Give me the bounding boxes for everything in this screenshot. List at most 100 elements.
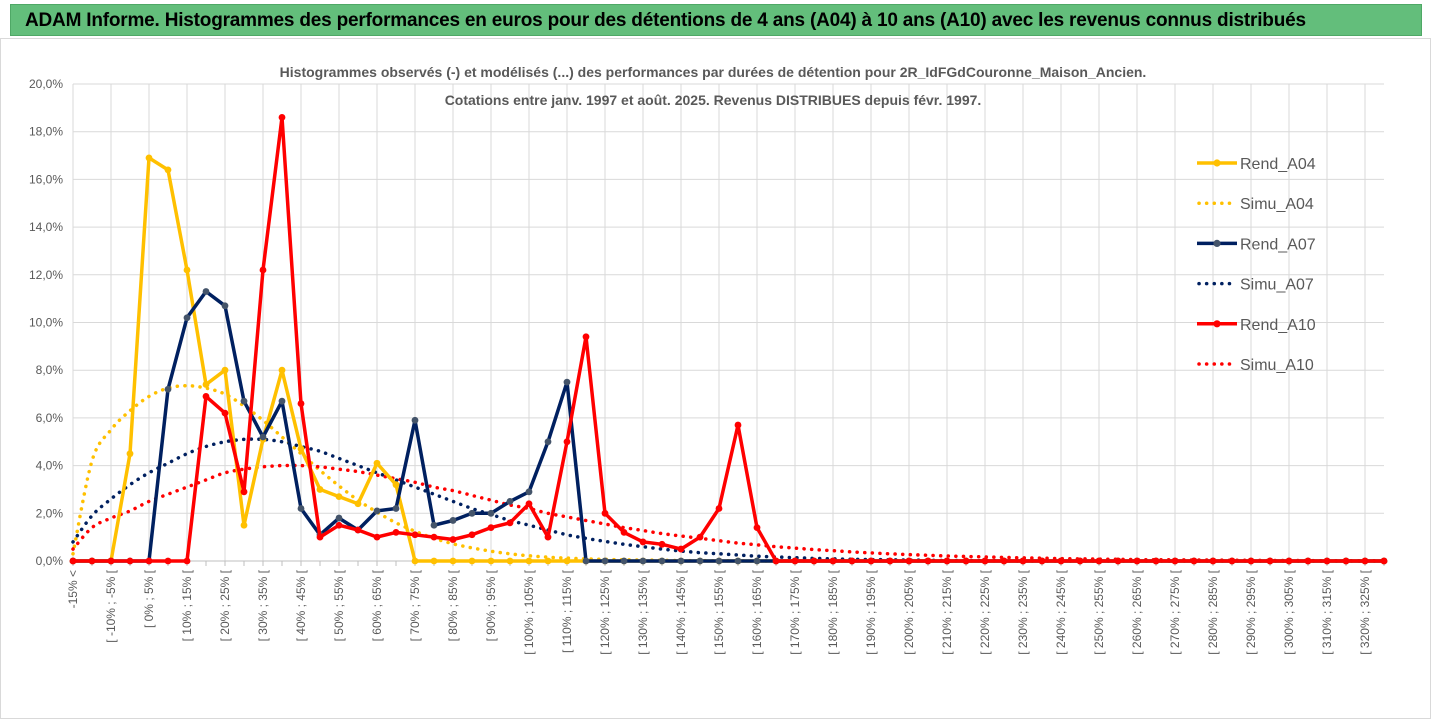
data-point-rend-a10 bbox=[278, 113, 286, 121]
data-point-rend-a10 bbox=[981, 557, 989, 565]
data-point-rend-a07 bbox=[202, 288, 210, 295]
x-tick-label: [ 10% ; 15% [ bbox=[180, 569, 194, 641]
data-point-rend-a10 bbox=[240, 488, 248, 496]
gridlines bbox=[72, 83, 1384, 562]
data-point-rend-a04 bbox=[449, 557, 457, 565]
data-point-rend-a10 bbox=[829, 557, 837, 565]
data-point-rend-a07 bbox=[430, 521, 438, 529]
x-tick-label: [ 220% ; 225% [ bbox=[978, 569, 992, 654]
data-point-rend-a10 bbox=[658, 540, 666, 548]
data-point-rend-a10 bbox=[639, 538, 647, 546]
data-point-rend-a10 bbox=[88, 557, 96, 565]
legend-label-rend-a07: Rend_A07 bbox=[1240, 236, 1316, 253]
data-point-rend-a04 bbox=[335, 493, 343, 501]
data-point-rend-a04 bbox=[411, 557, 419, 565]
legend-marker-rend-a04 bbox=[1213, 159, 1221, 167]
y-tick-label: 4,0% bbox=[36, 459, 64, 473]
x-tick-label: [ 150% ; 155% [ bbox=[712, 569, 726, 654]
data-point-rend-a07 bbox=[449, 517, 457, 524]
y-tick-label: 12,0% bbox=[29, 268, 63, 282]
data-point-rend-a07 bbox=[259, 433, 267, 441]
data-point-rend-a10 bbox=[962, 557, 970, 565]
data-point-rend-a07 bbox=[601, 557, 609, 565]
series-lines bbox=[69, 113, 1388, 565]
legend-label-simu-a07: Simu_A07 bbox=[1240, 277, 1314, 294]
data-point-rend-a07 bbox=[582, 557, 590, 565]
data-point-rend-a10 bbox=[1361, 557, 1369, 565]
data-point-rend-a07 bbox=[278, 397, 286, 405]
x-tick-label: [ 120% ; 125% [ bbox=[598, 569, 612, 654]
data-point-rend-a04 bbox=[240, 521, 248, 529]
x-tick-label: [ 250% ; 255% [ bbox=[1092, 569, 1106, 654]
data-point-rend-a10 bbox=[886, 557, 894, 565]
data-point-rend-a10 bbox=[525, 500, 533, 508]
data-point-rend-a04 bbox=[468, 557, 476, 565]
x-tick-label: [ 270% ; 275% [ bbox=[1168, 569, 1182, 654]
y-tick-label: 14,0% bbox=[29, 220, 63, 234]
x-tick-label: [ 50% ; 55% [ bbox=[332, 569, 346, 641]
data-point-rend-a07 bbox=[487, 509, 495, 517]
data-point-rend-a10 bbox=[810, 557, 818, 565]
data-point-rend-a10 bbox=[202, 393, 210, 400]
x-tick-label: [ 90% ; 95% [ bbox=[484, 569, 498, 641]
x-tick-label: [ 30% ; 35% [ bbox=[256, 569, 270, 641]
data-point-rend-a07 bbox=[696, 557, 704, 565]
x-tick-label: [ 260% ; 265% [ bbox=[1130, 569, 1144, 654]
data-point-rend-a04 bbox=[202, 381, 210, 388]
data-point-rend-a07 bbox=[563, 378, 571, 386]
data-point-rend-a10 bbox=[943, 557, 951, 565]
x-tick-label: [ 240% ; 245% [ bbox=[1054, 569, 1068, 654]
x-tick-label: [ 230% ; 235% [ bbox=[1016, 569, 1030, 654]
data-point-rend-a07 bbox=[183, 314, 191, 322]
data-point-rend-a04 bbox=[525, 557, 533, 565]
x-tick-label: [ -10% ; -5% [ bbox=[104, 569, 118, 642]
data-point-rend-a10 bbox=[506, 519, 514, 527]
x-tick-label: -15% < bbox=[66, 570, 80, 608]
series-line-rend-a07 bbox=[73, 289, 1384, 563]
data-point-rend-a07 bbox=[525, 488, 533, 496]
histogram-chart: 0,0% 2,0% 4,0% 6,0% 8,0% 10,0% 12,0% 14,0% 16,0%… bbox=[29, 64, 1388, 655]
data-point-rend-a04 bbox=[487, 557, 495, 565]
x-tick-label: [ 300% ; 305% [ bbox=[1282, 569, 1296, 654]
data-point-rend-a10 bbox=[1038, 557, 1046, 565]
data-point-rend-a07 bbox=[620, 557, 628, 565]
data-point-rend-a07 bbox=[411, 416, 419, 424]
data-point-rend-a10 bbox=[848, 557, 856, 565]
data-point-rend-a04 bbox=[430, 557, 438, 565]
data-point-rend-a04 bbox=[145, 154, 153, 162]
data-point-rend-a10 bbox=[164, 557, 172, 565]
data-point-rend-a10 bbox=[1209, 557, 1217, 565]
data-point-rend-a07 bbox=[240, 397, 248, 405]
data-point-rend-a10 bbox=[620, 528, 628, 536]
chart-subtitle: Cotations entre janv. 1997 et août. 2025… bbox=[445, 92, 982, 108]
data-point-rend-a10 bbox=[1019, 557, 1027, 565]
data-point-rend-a10 bbox=[715, 505, 723, 512]
data-point-rend-a10 bbox=[1342, 557, 1350, 565]
data-point-rend-a10 bbox=[1000, 557, 1008, 565]
x-tick-label: [ 80% ; 85% [ bbox=[446, 569, 460, 641]
data-point-rend-a07 bbox=[734, 557, 742, 565]
data-point-rend-a07 bbox=[715, 557, 723, 565]
data-point-rend-a10 bbox=[753, 524, 761, 532]
data-point-rend-a07 bbox=[297, 505, 305, 512]
data-point-rend-a10 bbox=[259, 266, 267, 274]
y-tick-label: 16,0% bbox=[29, 172, 63, 186]
data-point-rend-a10 bbox=[1095, 557, 1103, 565]
x-tick-label: [ 60% ; 65% [ bbox=[370, 569, 384, 641]
data-point-rend-a10 bbox=[734, 421, 742, 429]
x-tick-label: [ 290% ; 295% [ bbox=[1244, 569, 1258, 654]
data-point-rend-a07 bbox=[639, 557, 647, 565]
data-point-rend-a07 bbox=[392, 505, 400, 512]
legend-label-simu-a10: Simu_A10 bbox=[1240, 357, 1314, 374]
chart-titles: Histogrammes observés (-) et modélisés (… bbox=[280, 64, 1147, 108]
data-point-rend-a10 bbox=[677, 545, 685, 553]
data-point-rend-a10 bbox=[316, 533, 324, 541]
data-point-rend-a04 bbox=[183, 266, 191, 274]
data-point-rend-a07 bbox=[335, 514, 343, 522]
data-point-rend-a07 bbox=[544, 438, 552, 446]
legend-label-rend-a04: Rend_A04 bbox=[1240, 156, 1316, 173]
data-point-rend-a10 bbox=[1133, 557, 1141, 565]
data-point-rend-a10 bbox=[297, 400, 305, 407]
data-point-rend-a10 bbox=[1266, 557, 1274, 565]
data-point-rend-a10 bbox=[69, 557, 77, 565]
